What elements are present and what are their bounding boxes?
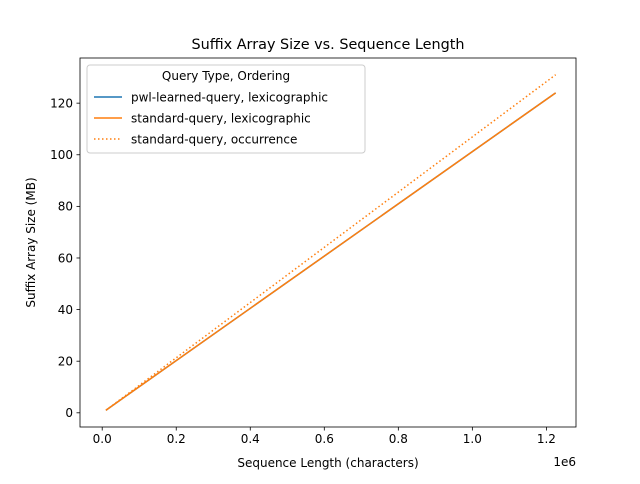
y-tick-label-1: 20 (58, 354, 73, 368)
legend-label-0: pwl-learned-query, lexicographic (131, 90, 328, 104)
y-axis-label: Suffix Array Size (MB) (24, 177, 38, 307)
x-tick-label-6: 1.2 (537, 432, 556, 446)
y-tick-label-6: 120 (50, 96, 73, 110)
x-tick-label-0: 0.0 (93, 432, 112, 446)
x-tick-label-2: 0.4 (241, 432, 260, 446)
x-axis-label: Sequence Length (characters) (237, 456, 418, 470)
y-tick-label-2: 40 (58, 303, 73, 317)
y-tick-label-3: 60 (58, 251, 73, 265)
legend-label-2: standard-query, occurrence (131, 132, 297, 146)
x-tick-label-1: 0.2 (167, 432, 186, 446)
y-axis: 0 20 40 60 80 100 120 (50, 96, 80, 420)
x-axis: 0.0 0.2 0.4 0.6 0.8 1.0 1.2 (93, 427, 556, 446)
legend: Query Type, Ordering pwl-learned-query, … (86, 64, 366, 154)
x-tick-label-5: 1.0 (463, 432, 482, 446)
plot-area (105, 74, 557, 411)
series-line-1 (105, 92, 557, 411)
y-tick-label-0: 0 (65, 406, 73, 420)
legend-label-1: standard-query, lexicographic (131, 111, 311, 125)
axes-frame (79, 57, 577, 428)
legend-items: pwl-learned-query, lexicographic standard… (94, 90, 328, 146)
legend-title: Query Type, Ordering (162, 69, 290, 83)
legend-frame (86, 64, 366, 154)
chart-title: Suffix Array Size vs. Sequence Length (191, 37, 464, 53)
series-line-2 (105, 74, 557, 411)
x-tick-label-3: 0.6 (315, 432, 334, 446)
x-tick-label-4: 0.8 (389, 432, 408, 446)
y-tick-label-5: 100 (50, 148, 73, 162)
x-axis-offset-label: 1e6 (553, 455, 576, 469)
y-tick-label-4: 80 (58, 200, 73, 214)
